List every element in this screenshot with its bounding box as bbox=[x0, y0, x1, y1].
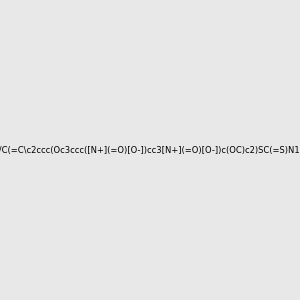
Text: O=C1/C(=C\c2ccc(Oc3ccc([N+](=O)[O-])cc3[N+](=O)[O-])c(OC)c2)SC(=S)N1CC=C: O=C1/C(=C\c2ccc(Oc3ccc([N+](=O)[O-])cc3[… bbox=[0, 146, 300, 154]
